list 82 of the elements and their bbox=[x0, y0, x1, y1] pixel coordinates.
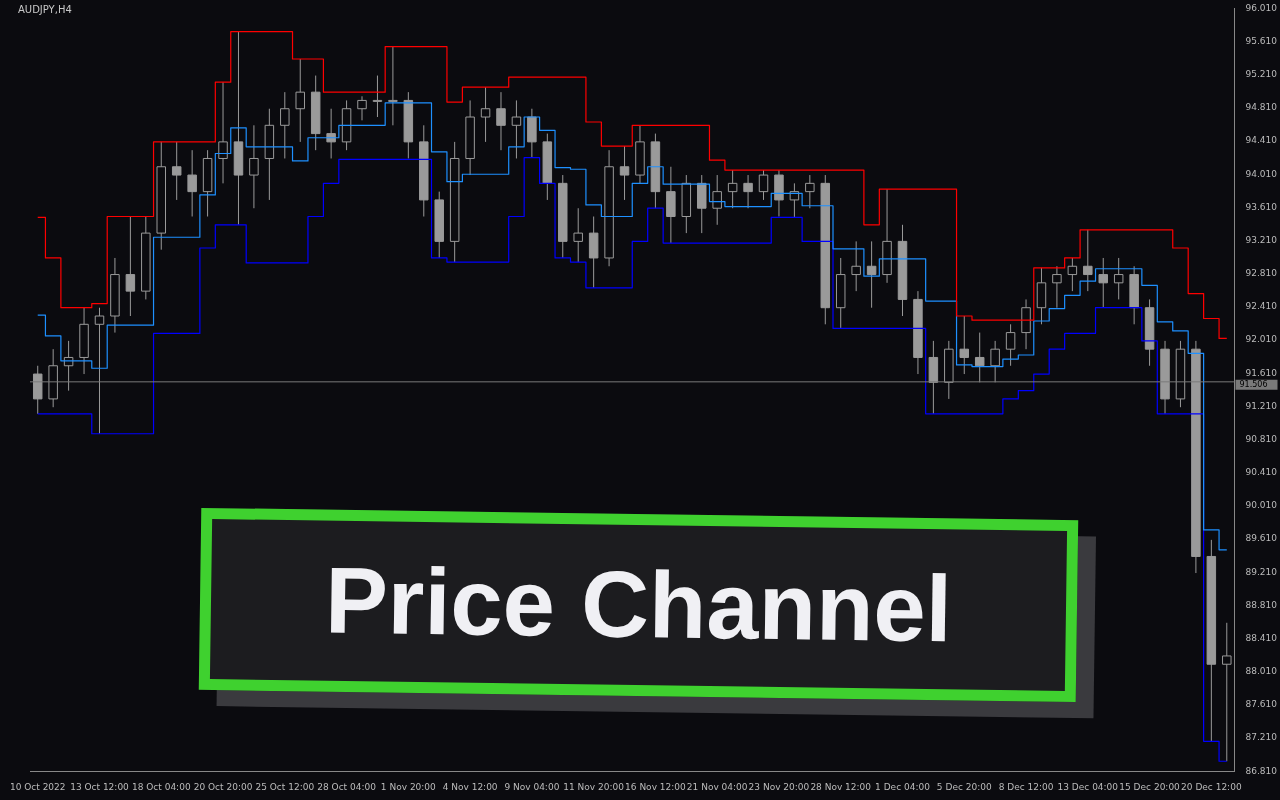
x-tick-label: 20 Dec 12:00 bbox=[1181, 781, 1242, 792]
candlestick bbox=[249, 124, 259, 209]
candlestick bbox=[187, 149, 197, 218]
x-tick-label: 1 Dec 04:00 bbox=[875, 781, 931, 792]
candlestick bbox=[1222, 622, 1232, 762]
y-tick-label: 92.810 bbox=[1245, 268, 1278, 279]
annotation: AUDJPY,H4 bbox=[18, 4, 72, 15]
y-tick-label: 90.810 bbox=[1245, 433, 1278, 444]
y-tick-label: 94.410 bbox=[1245, 135, 1278, 146]
y-tick-label: 92.010 bbox=[1245, 334, 1278, 345]
y-tick-label: 93.210 bbox=[1245, 234, 1278, 245]
x-tick-label: 5 Dec 20:00 bbox=[936, 781, 992, 792]
candlestick bbox=[959, 315, 970, 375]
candlestick bbox=[125, 216, 136, 317]
candlestick bbox=[280, 91, 290, 159]
candlestick bbox=[712, 174, 722, 226]
candlestick bbox=[1113, 257, 1124, 300]
x-tick-label: 21 Nov 04:00 bbox=[686, 781, 748, 792]
candlestick bbox=[1098, 257, 1108, 309]
candlestick bbox=[63, 340, 74, 392]
candlestick bbox=[326, 108, 336, 159]
candlestick bbox=[866, 240, 877, 309]
y-tick-label: 88.410 bbox=[1245, 632, 1278, 643]
candlestick bbox=[496, 91, 506, 151]
y-tick-label: 94.010 bbox=[1245, 168, 1278, 179]
candlestick bbox=[758, 169, 769, 201]
y-tick-label: 86.810 bbox=[1245, 765, 1278, 776]
candlestick bbox=[171, 141, 182, 201]
candlestick bbox=[388, 46, 398, 126]
candlestick bbox=[619, 145, 630, 201]
y-tick-label: 87.210 bbox=[1245, 732, 1278, 743]
candlestick bbox=[218, 81, 228, 184]
candlestick bbox=[851, 240, 861, 292]
y-tick-label: 95.210 bbox=[1245, 69, 1278, 80]
candlestick bbox=[94, 307, 105, 435]
candlestick bbox=[573, 207, 583, 263]
candlestick bbox=[372, 75, 383, 118]
y-tick-label: 87.610 bbox=[1245, 699, 1278, 710]
x-tick-label: 4 Nov 12:00 bbox=[442, 781, 498, 792]
candlestick bbox=[1083, 229, 1093, 292]
x-tick-label: 28 Oct 04:00 bbox=[317, 781, 377, 792]
x-tick-label: 1 Nov 20:00 bbox=[380, 781, 437, 792]
candlestick bbox=[357, 95, 367, 121]
candlestick bbox=[295, 58, 305, 143]
y-tick-label: 90.010 bbox=[1245, 500, 1278, 511]
x-tick-label: 13 Oct 12:00 bbox=[70, 781, 130, 792]
x-tick-label: 25 Oct 12:00 bbox=[255, 781, 315, 792]
candlestick bbox=[1052, 265, 1062, 309]
y-tick-label: 88.810 bbox=[1245, 599, 1278, 610]
candlestick bbox=[974, 332, 985, 383]
y-tick-label: 92.410 bbox=[1245, 301, 1278, 312]
x-tick-label: 8 Dec 12:00 bbox=[998, 781, 1054, 792]
x-tick-label: 15 Dec 20:00 bbox=[1119, 781, 1181, 792]
y-tick-label: 95.610 bbox=[1245, 35, 1278, 46]
candlestick bbox=[480, 86, 491, 143]
y-tick-label: 89.610 bbox=[1245, 533, 1278, 544]
ref-line-label: 91.506 bbox=[1239, 379, 1268, 389]
x-tick-label: 10 Oct 2022 bbox=[9, 781, 66, 792]
y-tick-label: 91.210 bbox=[1245, 400, 1278, 411]
candlestick bbox=[511, 99, 522, 159]
x-tick-label: 16 Nov 12:00 bbox=[625, 781, 687, 792]
y-tick-label: 94.810 bbox=[1245, 102, 1278, 113]
candlestick bbox=[1067, 257, 1078, 292]
y-tick-label: 88.010 bbox=[1245, 666, 1278, 677]
x-tick-label: 23 Nov 20:00 bbox=[748, 781, 810, 792]
candlestick bbox=[805, 174, 815, 209]
x-tick-label: 11 Nov 20:00 bbox=[563, 781, 625, 792]
x-tick-label: 20 Oct 20:00 bbox=[193, 781, 253, 792]
candlestick bbox=[1005, 323, 1016, 367]
x-tick-label: 18 Oct 04:00 bbox=[131, 781, 191, 792]
text: Price Channel bbox=[198, 507, 1079, 703]
x-tick-label: 28 Nov 12:00 bbox=[810, 781, 872, 792]
x-tick-label: 13 Dec 04:00 bbox=[1057, 781, 1119, 792]
candlestick bbox=[727, 169, 738, 209]
y-tick-label: 90.410 bbox=[1245, 467, 1278, 478]
candlestick bbox=[743, 174, 753, 209]
y-tick-label: 96.010 bbox=[1245, 2, 1278, 13]
y-tick-label: 93.610 bbox=[1245, 201, 1278, 212]
y-tick-label: 89.210 bbox=[1245, 566, 1278, 577]
x-tick-label: 9 Nov 04:00 bbox=[504, 781, 560, 792]
candlestick bbox=[990, 340, 1000, 383]
y-tick-label: 91.610 bbox=[1245, 367, 1278, 378]
